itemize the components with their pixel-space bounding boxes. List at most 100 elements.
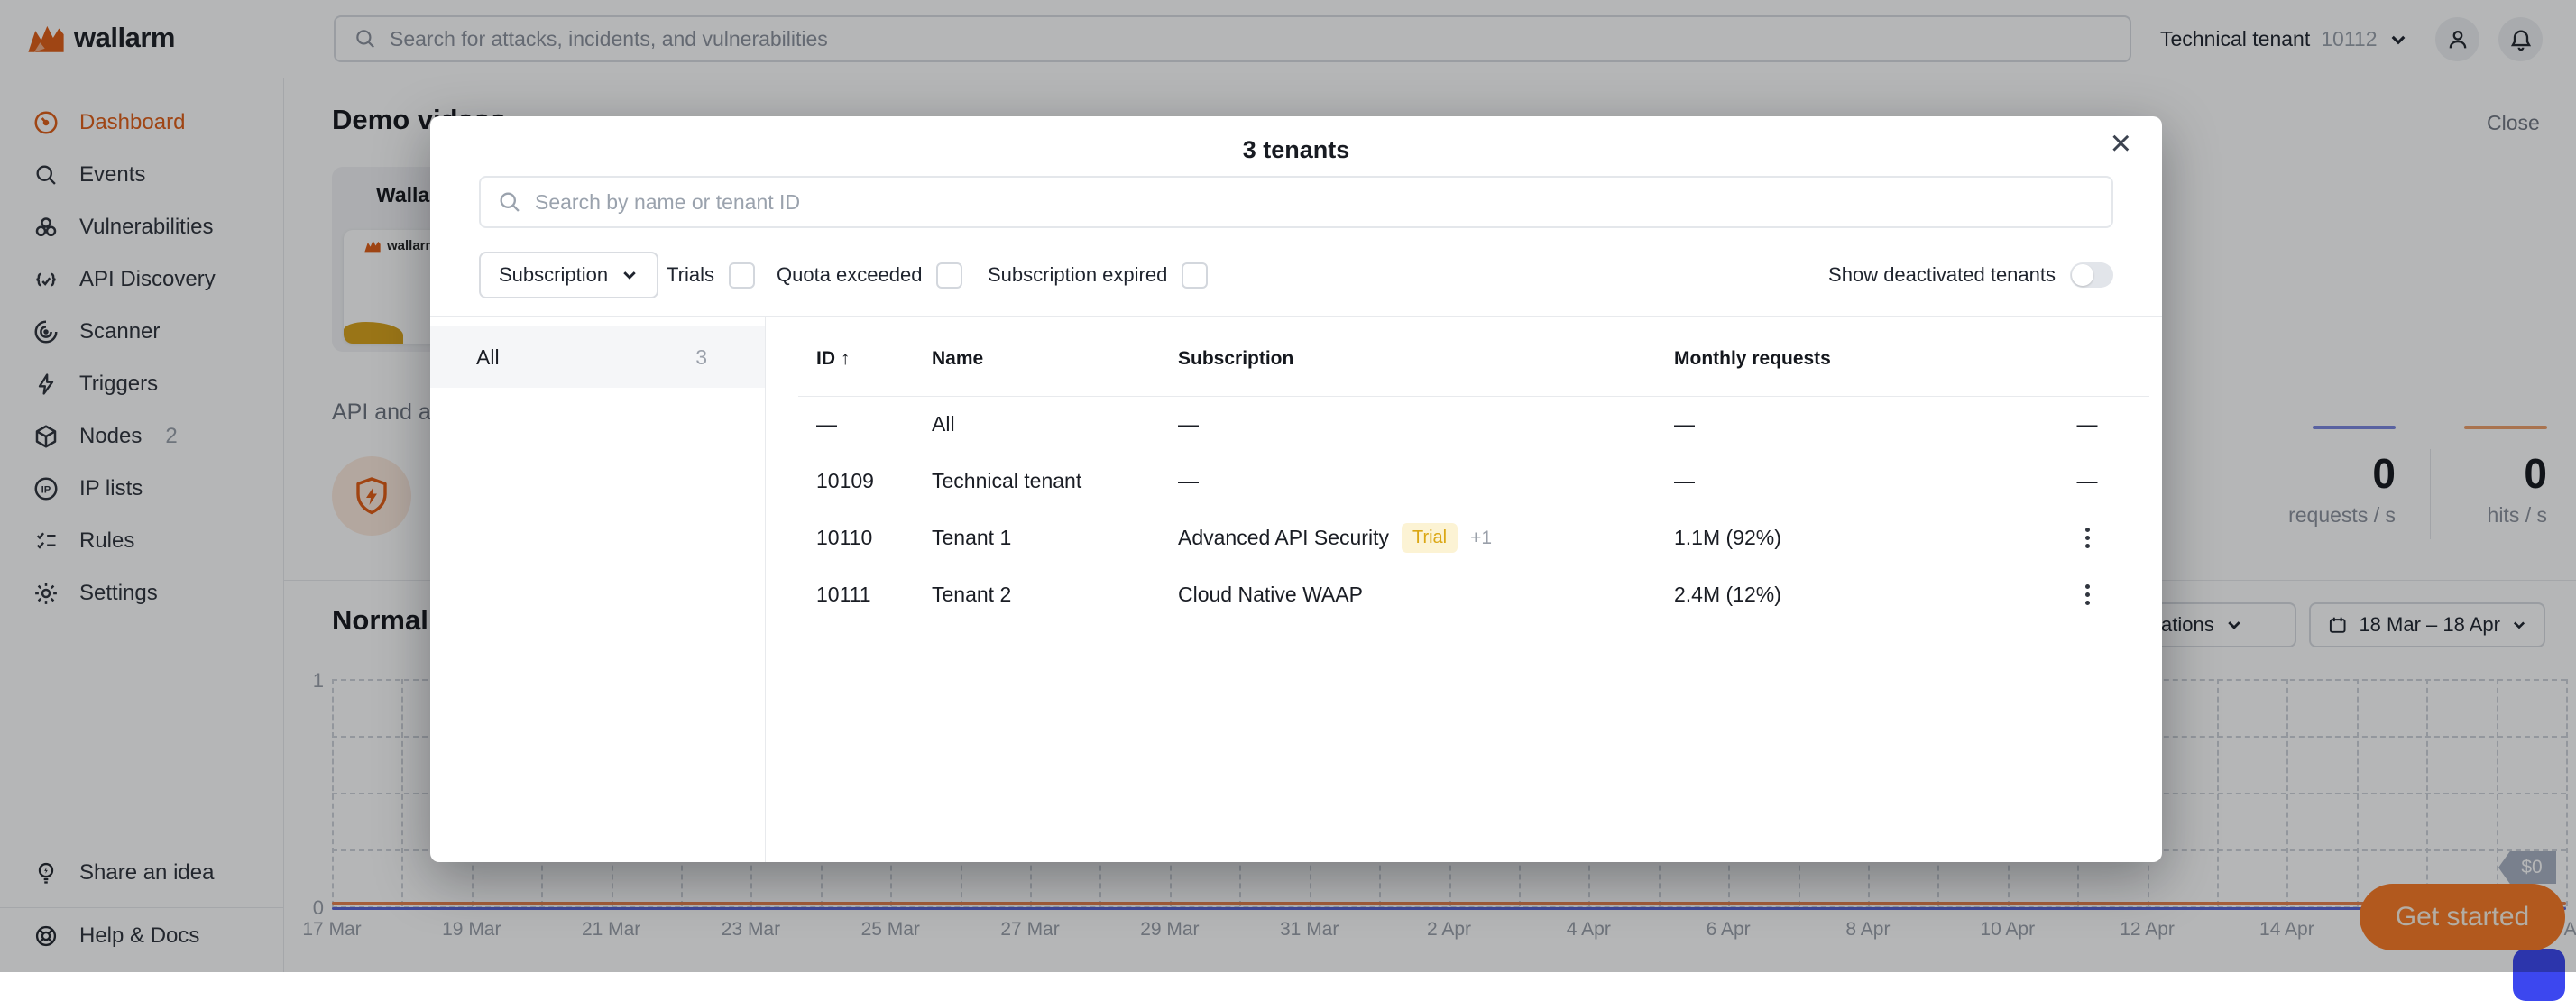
- table-row[interactable]: — All — — —: [765, 396, 2162, 453]
- table-row[interactable]: 10109 Technical tenant — — —: [765, 453, 2162, 510]
- global-search-input[interactable]: Search for attacks, incidents, and vulne…: [334, 15, 2131, 62]
- shield-lightning-icon: [356, 477, 387, 515]
- demo-close-link[interactable]: Close: [2487, 111, 2540, 134]
- profile-button[interactable]: [2435, 17, 2479, 61]
- column-header-requests[interactable]: Monthly requests: [1674, 348, 1831, 369]
- v-gridline: [332, 679, 334, 906]
- modal-divider: [430, 316, 2162, 317]
- sidebar-item-ip-lists[interactable]: IP IP lists: [0, 463, 284, 515]
- x-axis-tick: 4 Apr: [1566, 919, 1611, 940]
- spiral-icon: [32, 318, 60, 345]
- column-header-id[interactable]: ID ↑: [816, 348, 851, 369]
- sidebar: Dashboard Events Vulnerabilities API Dis…: [0, 78, 284, 972]
- sidebar-item-nodes[interactable]: Nodes 2: [0, 410, 284, 463]
- table-header-divider: [798, 396, 2149, 397]
- wallarm-logo[interactable]: wallarm: [27, 22, 175, 54]
- chevron-down-icon: [2228, 621, 2240, 629]
- requests-per-second-label: requests / s: [2288, 503, 2396, 527]
- y-axis-tick: 0: [312, 896, 324, 919]
- tenant-group-all[interactable]: All 3: [430, 326, 765, 388]
- quota-exceeded-filter: Quota exceeded: [777, 252, 963, 298]
- trial-badge: Trial: [1401, 523, 1458, 553]
- bell-icon: [2510, 29, 2531, 51]
- sidebar-item-label: Events: [79, 162, 146, 187]
- x-axis-tick: 23 Mar: [721, 919, 781, 940]
- kebab-menu-icon[interactable]: [2084, 528, 2090, 548]
- sidebar-item-dashboard[interactable]: Dashboard: [0, 96, 284, 149]
- notifications-button[interactable]: [2498, 17, 2543, 61]
- sidebar-item-label: IP lists: [79, 476, 143, 500]
- date-range-picker[interactable]: 18 Mar – 18 Apr: [2309, 602, 2545, 647]
- tenant-search-input[interactable]: Search by name or tenant ID: [479, 176, 2113, 228]
- x-axis-tick: 6 Apr: [1706, 919, 1751, 940]
- tenant-filters-row: Subscription Trials Quota exceeded Subsc…: [479, 252, 2113, 298]
- stats-divider: [2430, 449, 2431, 539]
- x-axis-tick: 21 Mar: [581, 919, 641, 940]
- cell-id: —: [816, 412, 837, 436]
- toggle-knob: [2072, 264, 2093, 286]
- lifebuoy-icon: [32, 923, 60, 950]
- modal-title: 3 tenants: [1242, 136, 1350, 163]
- cell-name: Tenant 1: [932, 526, 1012, 549]
- tenant-switcher[interactable]: Technical tenant 10112: [2160, 0, 2408, 78]
- sidebar-item-label: Vulnerabilities: [79, 215, 214, 239]
- subscription-filter-dropdown[interactable]: Subscription: [479, 252, 659, 298]
- v-gridline: [2566, 679, 2568, 906]
- cell-requests: —: [1674, 412, 1695, 436]
- sidebar-item-triggers[interactable]: Triggers: [0, 358, 284, 410]
- v-gridline: [2286, 679, 2289, 906]
- sidebar-item-api-discovery[interactable]: API Discovery: [0, 253, 284, 306]
- sidebar-item-label: Help & Docs: [79, 923, 200, 948]
- trials-checkbox[interactable]: [728, 262, 755, 289]
- sidebar-item-scanner[interactable]: Scanner: [0, 306, 284, 358]
- calendar-icon: [2329, 617, 2346, 633]
- search-icon: [500, 192, 520, 212]
- tenants-modal: 3 tenants × Search by name or tenant ID …: [430, 116, 2162, 862]
- v-gridline: [2496, 679, 2498, 906]
- x-axis-tick: 12 Apr: [2120, 919, 2175, 940]
- trials-filter-label: Trials: [667, 263, 714, 286]
- requests-line: [332, 907, 2566, 910]
- x-axis-tick: 19 Mar: [442, 919, 501, 940]
- cell-id: 10109: [816, 469, 874, 492]
- magnifier-icon: [32, 161, 60, 188]
- quota-exceeded-checkbox[interactable]: [936, 262, 963, 289]
- video-brand-row: wallarm: [363, 238, 437, 253]
- subscription-expired-filter: Subscription expired: [988, 252, 1209, 298]
- chevron-down-icon: [623, 271, 636, 280]
- search-icon: [356, 30, 374, 48]
- table-row[interactable]: 10111 Tenant 2 Cloud Native WAAP 2.4M (1…: [765, 566, 2162, 623]
- kebab-menu-icon[interactable]: [2084, 584, 2090, 605]
- cell-name: Tenant 2: [932, 583, 1012, 606]
- column-header-subscription[interactable]: Subscription: [1178, 348, 1294, 369]
- hits-per-second-value: 0: [2524, 450, 2547, 497]
- wallarm-logo-icon: [28, 25, 64, 52]
- sidebar-item-label: Settings: [79, 581, 158, 605]
- v-gridline: [401, 679, 404, 906]
- column-header-name[interactable]: Name: [932, 348, 984, 369]
- x-axis-tick: 2 Apr: [1426, 919, 1472, 940]
- chevron-down-icon: [2513, 621, 2525, 629]
- close-icon[interactable]: ×: [2110, 124, 2131, 163]
- trials-filter: Trials: [667, 252, 755, 298]
- sidebar-item-rules[interactable]: Rules: [0, 515, 284, 567]
- cell-id: 10111: [816, 583, 871, 606]
- cell-name: All: [932, 412, 955, 436]
- show-deactivated-toggle[interactable]: [2070, 262, 2113, 288]
- subscription-expired-checkbox[interactable]: [1182, 262, 1209, 289]
- price-tag-badge: $0: [2498, 851, 2556, 884]
- hits-sparkline: [2464, 426, 2547, 429]
- get-started-button[interactable]: Get started: [2360, 884, 2565, 950]
- sidebar-item-help-docs[interactable]: Help & Docs: [0, 910, 284, 962]
- sidebar-item-events[interactable]: Events: [0, 149, 284, 201]
- lightning-icon: [32, 371, 60, 398]
- sidebar-item-share-idea[interactable]: Share an idea: [0, 847, 284, 899]
- sidebar-item-label: Share an idea: [79, 860, 215, 885]
- table-row[interactable]: 10110 Tenant 1 Advanced API Security Tri…: [765, 510, 2162, 566]
- sidebar-item-label: Triggers: [79, 372, 159, 396]
- sidebar-item-settings[interactable]: Settings: [0, 567, 284, 620]
- tenant-search-placeholder: Search by name or tenant ID: [535, 189, 801, 214]
- sidebar-item-vulnerabilities[interactable]: Vulnerabilities: [0, 201, 284, 253]
- ip-circle-icon: IP: [32, 475, 60, 502]
- cell-subscription: Advanced API Security Trial +1: [1178, 510, 1492, 566]
